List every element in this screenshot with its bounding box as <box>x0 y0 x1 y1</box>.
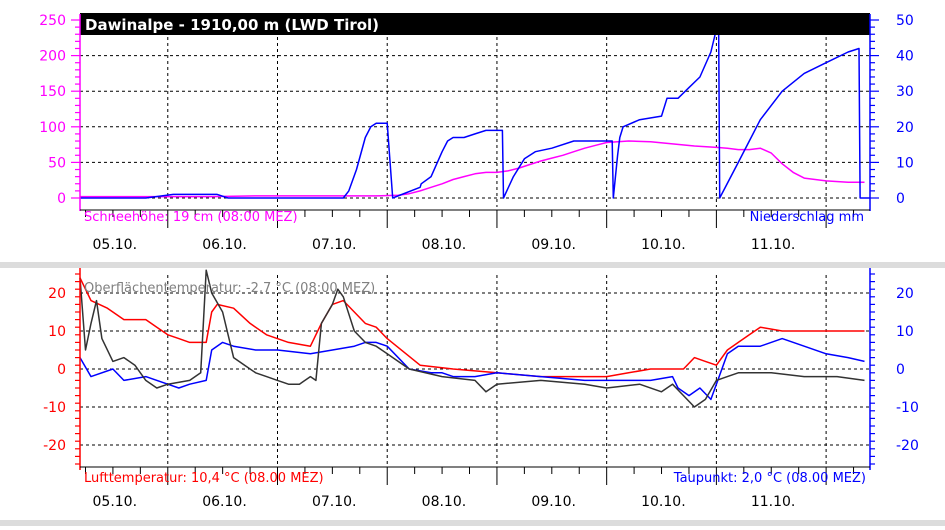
panel-separator <box>0 262 945 268</box>
air-temperature-legend: Lufttemperatur: 10,4 °C (08.00 MEZ) <box>84 471 324 486</box>
right-tick-label: 0 <box>896 362 905 378</box>
date-label: 11.10. <box>751 237 796 253</box>
dewpoint-legend: Taupunkt: 2,0 °C (08.00 MEZ) <box>673 471 866 486</box>
left-tick-label: 50 <box>48 155 66 171</box>
left-tick-label: 250 <box>39 13 66 29</box>
bottom-date-axis: 05.10. 06.10. 07.10. 08.10. 09.10. 10.10. 11.1… <box>80 466 870 510</box>
right-tick-label: -10 <box>896 400 919 416</box>
right-tick-label: 20 <box>896 286 914 302</box>
snow-height-legend: Schneehöhe: 19 cm (08:00 MEZ) <box>84 210 298 225</box>
bottom-grid <box>80 275 870 466</box>
top-date-axis: 05.10. 06.10. 07.10. 08.10. 09.10. 10.10. 11.1… <box>80 209 870 253</box>
date-label: 07.10. <box>312 494 357 510</box>
series-line-lufttemperatur <box>79 277 865 378</box>
left-tick-label: 0 <box>57 362 66 378</box>
air-temperature-axis: -20 -10 0 10 20 <box>43 268 81 470</box>
series-line-niederschlag <box>80 19 870 199</box>
left-tick-label: -10 <box>43 400 66 416</box>
right-tick-label: 0 <box>896 191 905 207</box>
date-label: 07.10. <box>312 237 357 253</box>
series-line-taupunkt <box>79 337 865 401</box>
date-label: 10.10. <box>641 237 686 253</box>
bottom-separator <box>0 520 945 526</box>
left-tick-label: -20 <box>43 438 66 454</box>
left-tick-label: 10 <box>48 324 66 340</box>
dewpoint-axis: -20 -10 0 10 20 <box>869 268 919 470</box>
left-tick-label: 0 <box>57 191 66 207</box>
date-label: 05.10. <box>93 237 138 253</box>
top-grid <box>80 37 870 207</box>
right-tick-label: 40 <box>896 49 914 65</box>
bottom-series <box>79 269 865 408</box>
left-tick-label: 20 <box>48 286 66 302</box>
title-bar <box>80 13 870 35</box>
snow-height-axis: 0 50 100 150 200 250 <box>39 13 81 211</box>
date-label: 08.10. <box>422 237 467 253</box>
right-tick-label: 30 <box>896 84 914 100</box>
series-line-schneeh-he <box>80 140 865 198</box>
date-label: 06.10. <box>202 494 247 510</box>
precipitation-snow-panel: Dawinalpe - 1910,00 m (LWD Tirol) 050100… <box>39 13 914 253</box>
surface-temperature-legend: Oberflächentemperatur: -2,7 °C (08:00 ME… <box>84 281 375 296</box>
date-label: 06.10. <box>202 237 247 253</box>
right-tick-label: 10 <box>896 155 914 171</box>
chart-title: Dawinalpe - 1910,00 m (LWD Tirol) <box>85 16 379 34</box>
right-tick-label: 50 <box>896 13 914 29</box>
left-tick-label: 200 <box>39 49 66 65</box>
left-tick-label: 100 <box>39 120 66 136</box>
date-label: 11.10. <box>751 494 796 510</box>
date-label: 05.10. <box>93 494 138 510</box>
series-line-oberfl-chentemperatur <box>79 269 865 408</box>
date-label: 09.10. <box>531 494 576 510</box>
right-tick-label: 10 <box>896 324 914 340</box>
right-tick-label: 20 <box>896 120 914 136</box>
right-tick-label: -20 <box>896 438 919 454</box>
date-label: 08.10. <box>422 494 467 510</box>
precipitation-axis: 0 10 20 30 40 50 <box>869 13 914 211</box>
date-label: 09.10. <box>531 237 576 253</box>
left-tick-label: 150 <box>39 84 66 100</box>
top-series <box>80 19 870 199</box>
date-label: 10.10. <box>641 494 686 510</box>
temperature-panel: Oberflächentemperatur: -2,7 °C (08:00 ME… <box>43 268 919 510</box>
precipitation-legend: Niederschlag mm <box>750 210 864 225</box>
